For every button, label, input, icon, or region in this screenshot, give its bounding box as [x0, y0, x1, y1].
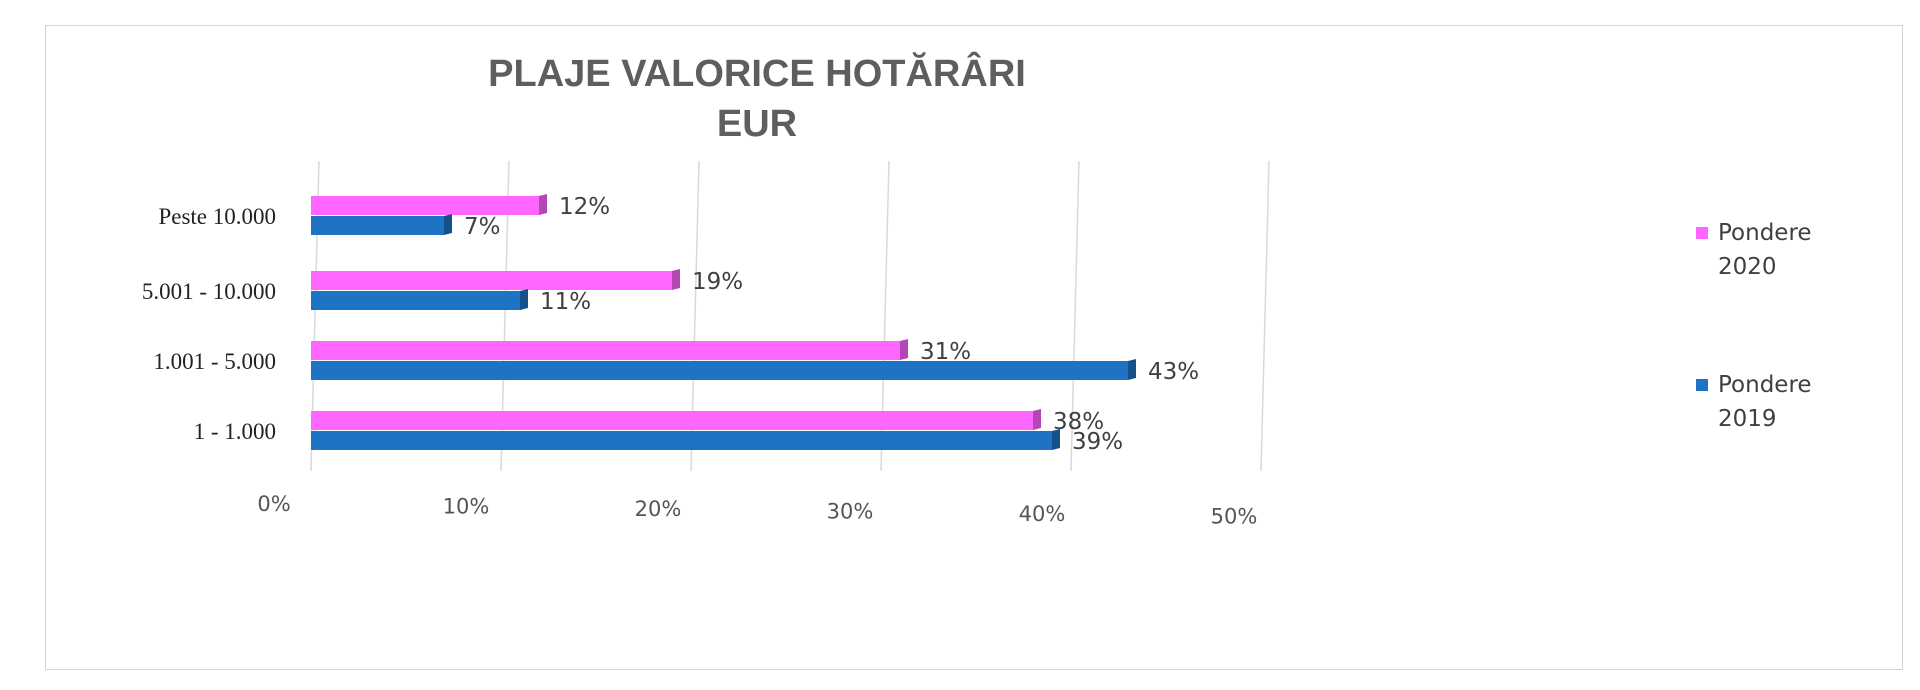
bar-0-1 [311, 271, 672, 290]
bar-side-0-2 [900, 339, 908, 360]
x-tick-label: 30% [827, 500, 874, 524]
data-labels: 12% 7% 19% 11% 31% 43% 38%39% [464, 194, 1199, 455]
x-tick-label: 0% [257, 492, 290, 516]
bar-chart: 0% 10% 20% 30% 40% 50% Peste 10.000 5.001 - 10… [142, 51, 1812, 529]
bar-1-2 [311, 361, 1128, 380]
bar-1-0 [311, 216, 444, 235]
bar-0-3 [311, 411, 1033, 430]
data-label: 38% [1053, 409, 1104, 435]
x-axis-ticks: 0% 10% 20% 30% 40% 50% [257, 492, 1257, 529]
data-label: 43% [1148, 359, 1199, 385]
legend-label: 2020 [1718, 254, 1777, 280]
category-label: 5.001 - 10.000 [142, 279, 276, 304]
legend-swatch [1696, 379, 1708, 391]
bar-1-1 [311, 291, 520, 310]
chart-frame: 0% 10% 20% 30% 40% 50% Peste 10.000 5.001 - 10… [45, 25, 1903, 670]
data-label: 31% [920, 339, 971, 365]
legend-label: Pondere [1718, 220, 1812, 246]
x-tick-label: 10% [443, 495, 490, 519]
data-label: 7% [464, 214, 501, 240]
bar-side-1-0 [444, 214, 452, 235]
x-tick-label: 40% [1019, 502, 1066, 526]
legend-label: 2019 [1718, 406, 1777, 432]
x-tick-label: 50% [1211, 505, 1258, 529]
bar-0-2 [311, 341, 900, 360]
bar-side-0-1 [672, 269, 680, 290]
chart-subtitle: EUR [717, 103, 797, 145]
legend-label: Pondere [1718, 372, 1812, 398]
gridline-50 [1260, 160, 1270, 472]
bar-1-3 [311, 431, 1052, 450]
category-label: 1 - 1.000 [194, 419, 276, 444]
category-label: 1.001 - 5.000 [153, 349, 276, 374]
x-tick-label: 20% [635, 497, 682, 521]
bar-side-0-0 [539, 194, 547, 215]
bars [311, 194, 1136, 450]
legend: Pondere 2020 Pondere 2019 [1696, 220, 1812, 432]
bar-side-0-3 [1033, 409, 1041, 430]
data-label: 19% [692, 269, 743, 295]
category-labels: Peste 10.000 5.001 - 10.000 1.001 - 5.000 1… [142, 204, 276, 444]
bar-side-1-1 [520, 289, 528, 310]
data-label: 12% [559, 194, 610, 220]
chart-title: PLAJE VALORICE HOTĂRÂRI [488, 51, 1026, 95]
gridline-40 [1070, 160, 1080, 472]
bar-side-1-2 [1128, 359, 1136, 380]
data-label: 11% [540, 289, 591, 315]
data-label: 39% [1072, 429, 1123, 455]
legend-swatch [1696, 227, 1708, 239]
bar-0-0 [311, 196, 539, 215]
bar-side-1-3 [1052, 429, 1060, 450]
category-label: Peste 10.000 [158, 204, 276, 229]
